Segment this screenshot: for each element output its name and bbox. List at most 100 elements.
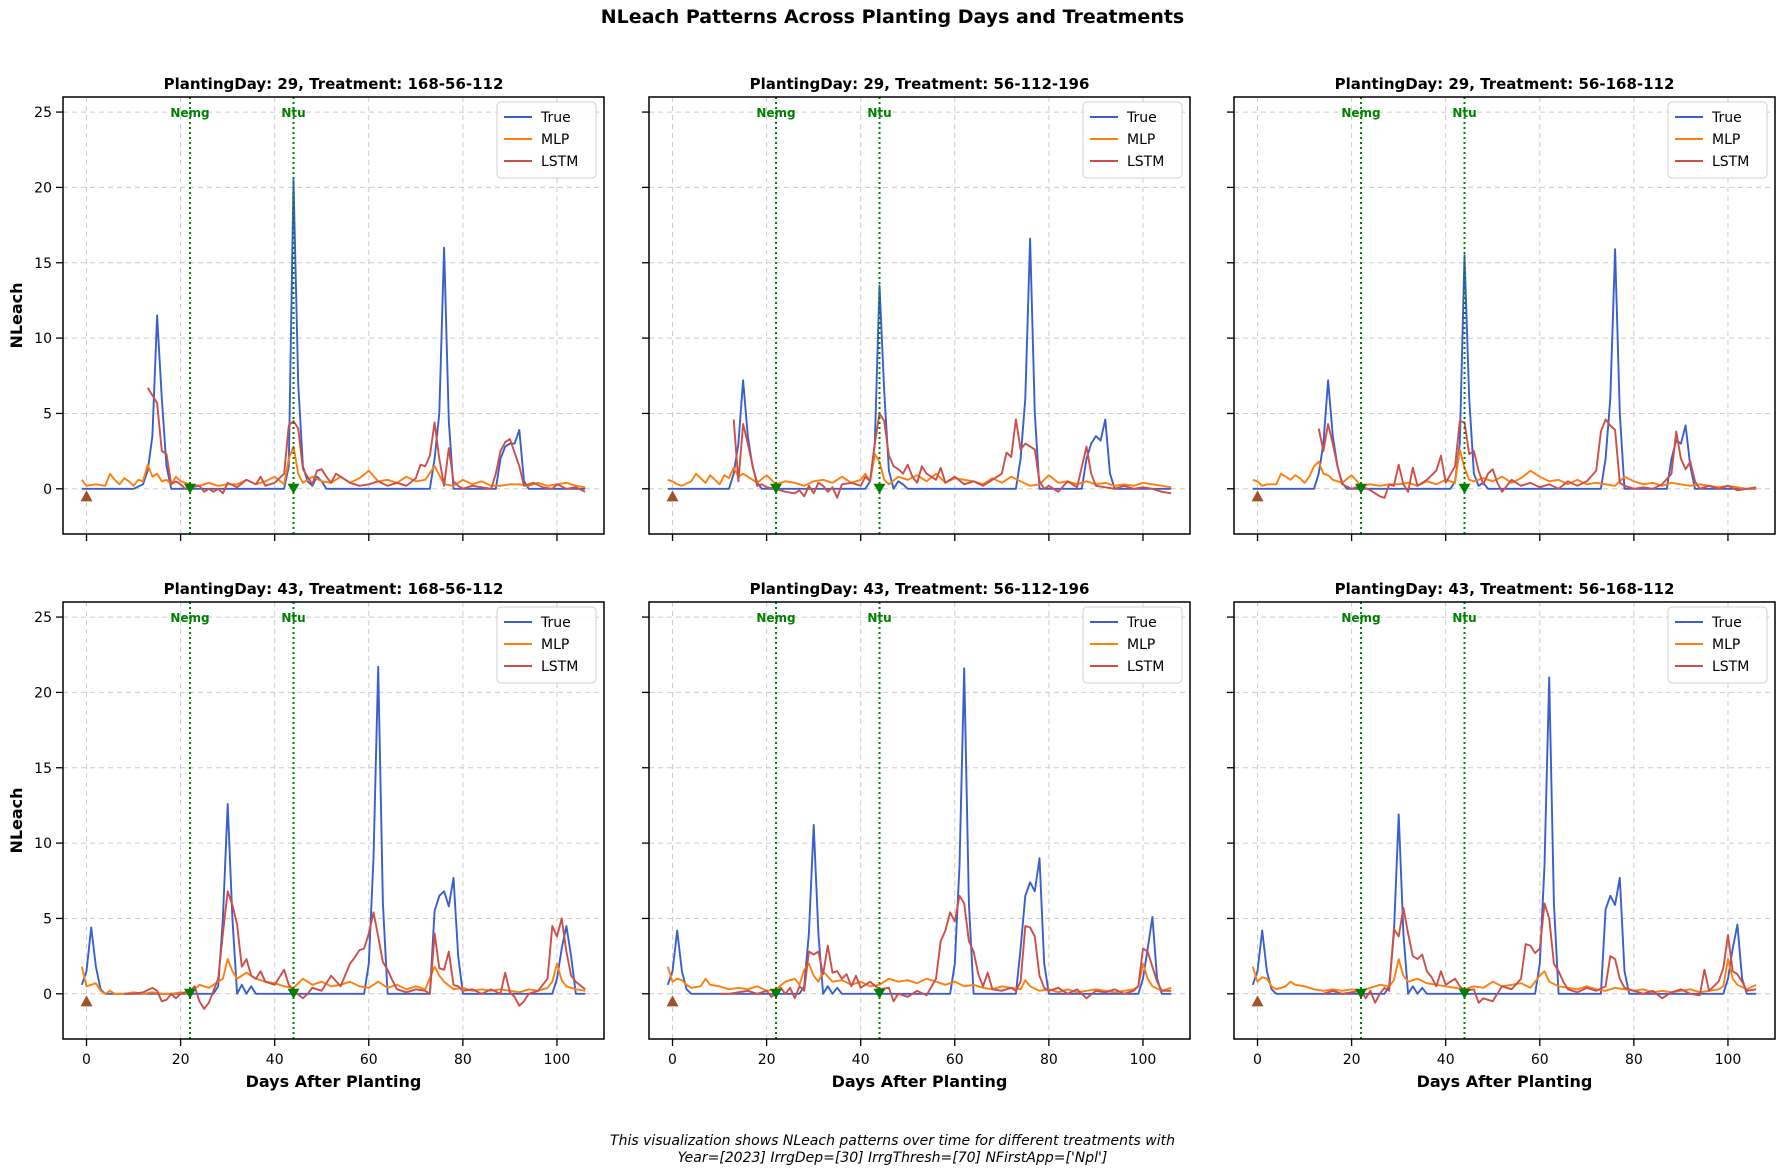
y-tick-label: 0 <box>43 987 52 1003</box>
vline-marker <box>184 988 197 999</box>
legend-label-mlp: MLP <box>1127 637 1155 653</box>
vline-marker <box>770 483 783 494</box>
vline-label: Nemg <box>1341 106 1380 120</box>
axes-frame <box>62 601 605 1040</box>
y-tick-label: 5 <box>43 911 52 927</box>
panel-1: PlantingDay: 29, Treatment: 168-56-112 Ne… <box>7 75 605 541</box>
y-axis-label: NLeach <box>7 787 26 853</box>
lstm-line <box>1323 902 1757 1004</box>
legend-label-mlp: MLP <box>1127 132 1155 148</box>
true-line <box>667 237 1172 490</box>
panel-5: PlantingDay: 43, Treatment: 56-112-196 Ne… <box>642 580 1191 1091</box>
x-tick-label: 20 <box>1343 1052 1361 1068</box>
lstm-line <box>719 894 1172 1003</box>
legend-box <box>496 101 597 179</box>
mlp-line <box>81 445 586 489</box>
x-axis-label: Days After Planting <box>832 1072 1008 1091</box>
vline-marker <box>1355 988 1368 999</box>
lstm-line <box>1317 418 1757 499</box>
legend-label-mlp: MLP <box>1712 637 1740 653</box>
legend-label-lstm: LSTM <box>1127 659 1164 675</box>
legend-label-mlp: MLP <box>541 637 569 653</box>
vline-label: Ntu <box>281 611 305 625</box>
planting-marker <box>80 490 93 502</box>
legend-box <box>496 606 597 684</box>
vline-marker <box>1458 483 1471 494</box>
x-tick-label: 40 <box>1437 1052 1455 1068</box>
x-tick-label: 0 <box>82 1052 91 1068</box>
y-tick-label: 15 <box>34 256 52 272</box>
lstm-line <box>732 412 1172 499</box>
mlp-line <box>666 962 1172 994</box>
vline-marker <box>770 988 783 999</box>
x-tick-label: 100 <box>1715 1052 1742 1068</box>
mlp-line <box>1251 958 1757 994</box>
panel-title: PlantingDay: 29, Treatment: 56-168-112 <box>1335 75 1675 93</box>
x-tick-label: 80 <box>1625 1052 1643 1068</box>
mlp-line <box>80 958 586 995</box>
x-tick-label: 100 <box>1130 1052 1157 1068</box>
x-axis-label: Days After Planting <box>246 1072 422 1091</box>
y-tick-label: 10 <box>34 331 52 347</box>
x-tick-label: 20 <box>758 1052 776 1068</box>
panel-title: PlantingDay: 43, Treatment: 56-168-112 <box>1335 580 1675 598</box>
y-tick-label: 0 <box>43 482 52 498</box>
plot-area <box>1251 676 1757 1004</box>
vline-marker <box>873 483 886 494</box>
true-line <box>666 667 1172 995</box>
legend-label-true: True <box>1711 615 1742 631</box>
x-tick-label: 100 <box>544 1052 571 1068</box>
y-tick-label: 15 <box>34 761 52 777</box>
legend-label-lstm: LSTM <box>1712 154 1749 170</box>
x-tick-label: 20 <box>172 1052 190 1068</box>
planting-marker <box>666 995 679 1007</box>
vline-marker <box>287 988 300 999</box>
vline-marker <box>184 483 197 494</box>
legend-label-lstm: LSTM <box>541 154 578 170</box>
panel-title: PlantingDay: 29, Treatment: 56-112-196 <box>750 75 1090 93</box>
x-tick-label: 60 <box>946 1052 964 1068</box>
planting-marker <box>1251 995 1264 1007</box>
vline-marker <box>287 483 300 494</box>
y-tick-label: 20 <box>34 685 52 701</box>
true-line <box>81 178 586 490</box>
legend-box <box>1667 101 1768 179</box>
x-tick-label: 40 <box>266 1052 284 1068</box>
vline-label: Ntu <box>1452 611 1476 625</box>
x-tick-label: 80 <box>1040 1052 1058 1068</box>
panel-title: PlantingDay: 43, Treatment: 56-112-196 <box>750 580 1090 598</box>
axes-frame <box>1233 601 1776 1040</box>
x-axis-label: Days After Planting <box>1417 1072 1593 1091</box>
legend: True MLP LSTM <box>1667 606 1768 684</box>
y-axis-label: NLeach <box>7 282 26 348</box>
plot-area <box>666 667 1172 1003</box>
legend-label-lstm: LSTM <box>1712 659 1749 675</box>
legend: True MLP LSTM <box>1082 101 1183 179</box>
panel-title: PlantingDay: 29, Treatment: 168-56-112 <box>164 75 504 93</box>
vline-label: Nemg <box>756 106 795 120</box>
legend-box <box>1082 101 1183 179</box>
vline-label: Nemg <box>1341 611 1380 625</box>
x-tick-label: 80 <box>454 1052 472 1068</box>
axes-frame <box>648 96 1191 535</box>
lstm-line <box>146 387 586 495</box>
panel-title: PlantingDay: 43, Treatment: 168-56-112 <box>164 580 504 598</box>
panel-6: PlantingDay: 43, Treatment: 56-168-112 Ne… <box>1227 580 1776 1091</box>
x-tick-label: 40 <box>852 1052 870 1068</box>
vline-label: Ntu <box>867 106 891 120</box>
x-tick-label: 60 <box>1531 1052 1549 1068</box>
plot-area <box>667 237 1172 499</box>
figure-title: NLeach Patterns Across Planting Days and… <box>600 6 1185 28</box>
vline-label: Ntu <box>1452 106 1476 120</box>
x-tick-label: 60 <box>360 1052 378 1068</box>
legend-label-true: True <box>540 615 571 631</box>
planting-marker <box>666 490 679 502</box>
vline-marker <box>1355 483 1368 494</box>
panel-4: PlantingDay: 43, Treatment: 168-56-112 Ne… <box>7 580 605 1091</box>
panel-3: PlantingDay: 29, Treatment: 56-168-112 Ne… <box>1227 75 1776 541</box>
caption-line-2: Year=[2023] IrrgDep=[30] IrrgThresh=[70]… <box>677 1150 1108 1166</box>
vline-marker <box>873 988 886 999</box>
legend: True MLP LSTM <box>496 606 597 684</box>
legend-label-true: True <box>1126 110 1157 126</box>
